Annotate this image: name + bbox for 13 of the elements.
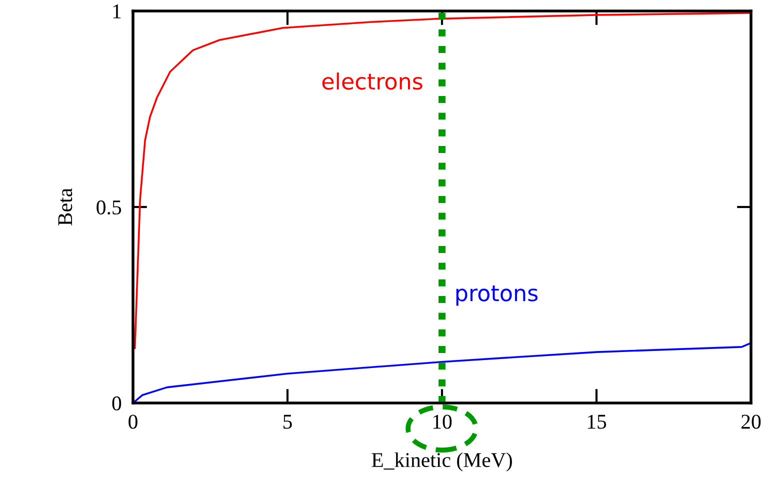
x-tick-label: 15 xyxy=(588,414,606,429)
line-series xyxy=(134,12,751,350)
text: electrons xyxy=(322,72,422,90)
y-axis-title: Beta xyxy=(58,188,72,226)
y-tick-label: 0.5 xyxy=(96,200,122,215)
x-axis-title: E_kinetic (MeV) xyxy=(372,452,512,472)
y-tick-label: 1 xyxy=(113,4,121,18)
x-tick-label: 10 xyxy=(433,414,452,429)
text: protons xyxy=(456,285,538,306)
y-tick-label: 0 xyxy=(112,396,122,410)
x-tick-label: 5 xyxy=(284,414,292,429)
x-tick-label: 0 xyxy=(128,414,138,429)
x-tick-label: 20 xyxy=(742,414,761,429)
